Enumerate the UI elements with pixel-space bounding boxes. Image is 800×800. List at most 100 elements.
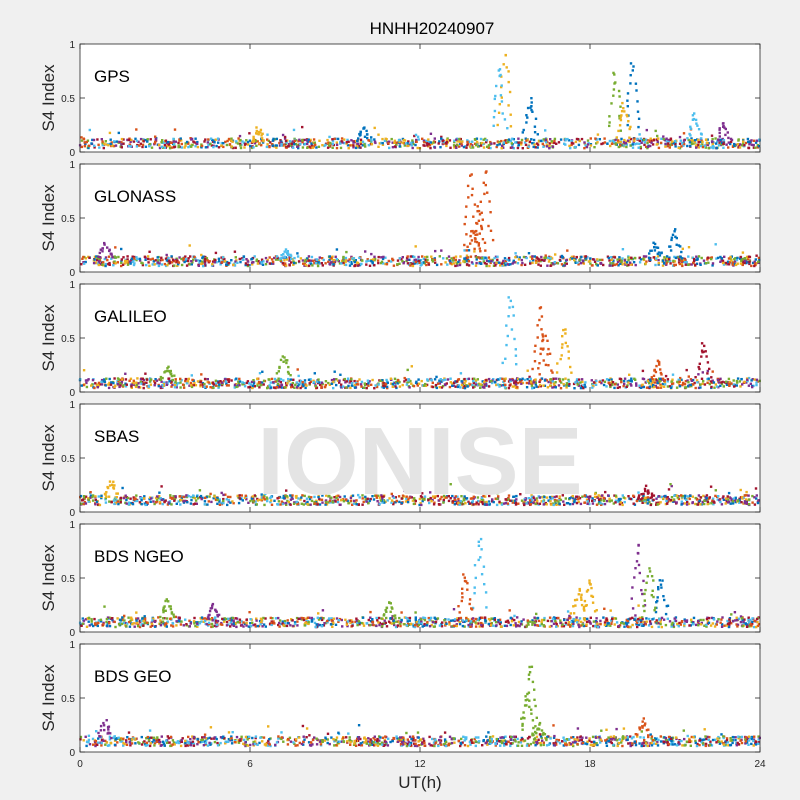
data-point xyxy=(446,263,449,266)
data-point xyxy=(171,497,174,500)
data-point xyxy=(742,140,745,143)
data-point xyxy=(739,257,742,260)
data-point xyxy=(664,374,668,378)
data-point xyxy=(687,138,690,142)
data-point xyxy=(222,142,225,145)
data-point xyxy=(393,501,396,504)
data-point xyxy=(120,261,123,264)
data-point xyxy=(107,255,111,258)
data-point xyxy=(701,371,704,374)
data-point xyxy=(712,503,715,506)
data-point xyxy=(260,383,263,387)
data-point xyxy=(180,496,183,500)
data-point xyxy=(169,141,173,144)
data-point xyxy=(336,498,339,501)
data-point xyxy=(711,142,714,145)
data-point xyxy=(172,140,175,143)
data-point xyxy=(80,502,83,505)
data-point xyxy=(515,498,518,501)
data-point xyxy=(320,262,323,265)
data-point xyxy=(714,243,717,246)
data-point xyxy=(236,142,240,145)
data-point xyxy=(389,621,392,625)
data-point xyxy=(528,499,532,502)
data-point xyxy=(349,144,352,147)
data-point xyxy=(647,256,651,259)
data-point xyxy=(117,255,120,259)
data-point xyxy=(568,258,572,261)
data-point xyxy=(335,141,338,144)
data-point xyxy=(466,139,469,142)
data-point xyxy=(706,616,709,619)
data-point xyxy=(715,142,718,145)
data-point xyxy=(504,53,507,57)
data-point xyxy=(463,377,466,381)
data-point xyxy=(83,145,86,148)
data-point xyxy=(221,381,224,384)
data-point xyxy=(126,261,130,265)
data-point xyxy=(299,143,302,146)
data-point xyxy=(277,496,281,499)
data-point xyxy=(588,496,591,500)
data-point xyxy=(286,359,289,362)
data-point xyxy=(583,501,586,504)
data-point xyxy=(185,495,189,499)
data-point xyxy=(500,139,503,143)
data-point xyxy=(478,232,481,235)
data-point xyxy=(462,386,465,389)
data-point xyxy=(492,124,495,127)
data-point xyxy=(557,500,560,503)
data-point xyxy=(746,137,750,141)
data-point xyxy=(456,385,460,389)
data-point xyxy=(711,137,714,141)
data-point xyxy=(263,498,267,501)
data-point xyxy=(350,384,354,387)
data-point xyxy=(130,383,133,386)
data-point xyxy=(157,143,161,147)
data-point xyxy=(616,258,619,261)
data-point xyxy=(711,381,714,384)
data-point xyxy=(371,261,374,265)
data-point xyxy=(291,381,294,385)
data-point xyxy=(653,369,656,372)
data-point xyxy=(484,137,487,141)
data-point xyxy=(87,146,90,150)
data-point xyxy=(151,257,154,260)
data-point xyxy=(170,261,174,264)
data-point xyxy=(391,385,394,388)
data-point xyxy=(381,501,384,504)
data-point xyxy=(646,146,649,150)
data-point xyxy=(276,382,280,386)
data-point xyxy=(260,493,263,496)
data-point xyxy=(177,263,180,266)
data-point xyxy=(697,386,701,390)
data-point xyxy=(480,496,484,499)
data-point xyxy=(199,494,203,498)
data-point xyxy=(599,499,603,502)
data-point xyxy=(100,138,103,141)
data-point xyxy=(669,245,672,248)
data-point xyxy=(104,256,108,259)
data-point xyxy=(726,501,730,504)
data-point xyxy=(625,143,628,146)
data-point xyxy=(398,257,401,260)
data-point xyxy=(704,146,707,149)
data-point xyxy=(481,238,485,241)
data-point xyxy=(286,499,289,503)
data-point xyxy=(357,493,360,497)
data-point xyxy=(365,263,368,266)
data-point xyxy=(748,262,751,266)
data-point xyxy=(113,385,116,389)
data-point xyxy=(755,378,759,381)
data-point xyxy=(620,114,623,117)
data-point xyxy=(652,374,656,377)
data-point xyxy=(683,497,687,500)
data-point xyxy=(658,254,662,257)
data-point xyxy=(442,501,445,504)
data-point xyxy=(449,497,452,500)
data-point xyxy=(318,503,322,506)
data-point xyxy=(488,200,491,203)
data-point xyxy=(314,501,318,504)
data-point xyxy=(149,138,152,141)
data-point xyxy=(82,495,86,498)
